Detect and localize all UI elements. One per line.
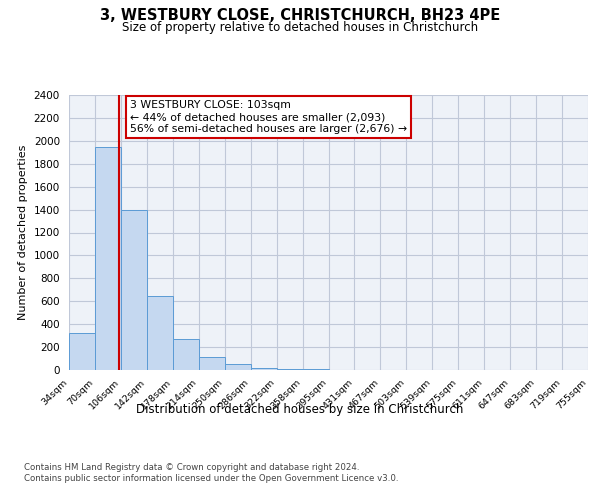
Bar xyxy=(95,146,121,370)
Bar xyxy=(173,339,199,370)
Y-axis label: Number of detached properties: Number of detached properties xyxy=(18,145,28,320)
Bar xyxy=(277,369,302,370)
Bar xyxy=(251,368,277,370)
Text: Distribution of detached houses by size in Christchurch: Distribution of detached houses by size … xyxy=(136,402,464,415)
Text: Contains public sector information licensed under the Open Government Licence v3: Contains public sector information licen… xyxy=(24,474,398,483)
Bar xyxy=(199,358,224,370)
Text: 3, WESTBURY CLOSE, CHRISTCHURCH, BH23 4PE: 3, WESTBURY CLOSE, CHRISTCHURCH, BH23 4P… xyxy=(100,8,500,22)
Text: Size of property relative to detached houses in Christchurch: Size of property relative to detached ho… xyxy=(122,21,478,34)
Bar xyxy=(69,334,95,370)
Bar xyxy=(121,210,147,370)
Bar xyxy=(147,296,173,370)
Text: 3 WESTBURY CLOSE: 103sqm
← 44% of detached houses are smaller (2,093)
56% of sem: 3 WESTBURY CLOSE: 103sqm ← 44% of detach… xyxy=(130,100,407,134)
Bar xyxy=(225,364,251,370)
Text: Contains HM Land Registry data © Crown copyright and database right 2024.: Contains HM Land Registry data © Crown c… xyxy=(24,462,359,471)
